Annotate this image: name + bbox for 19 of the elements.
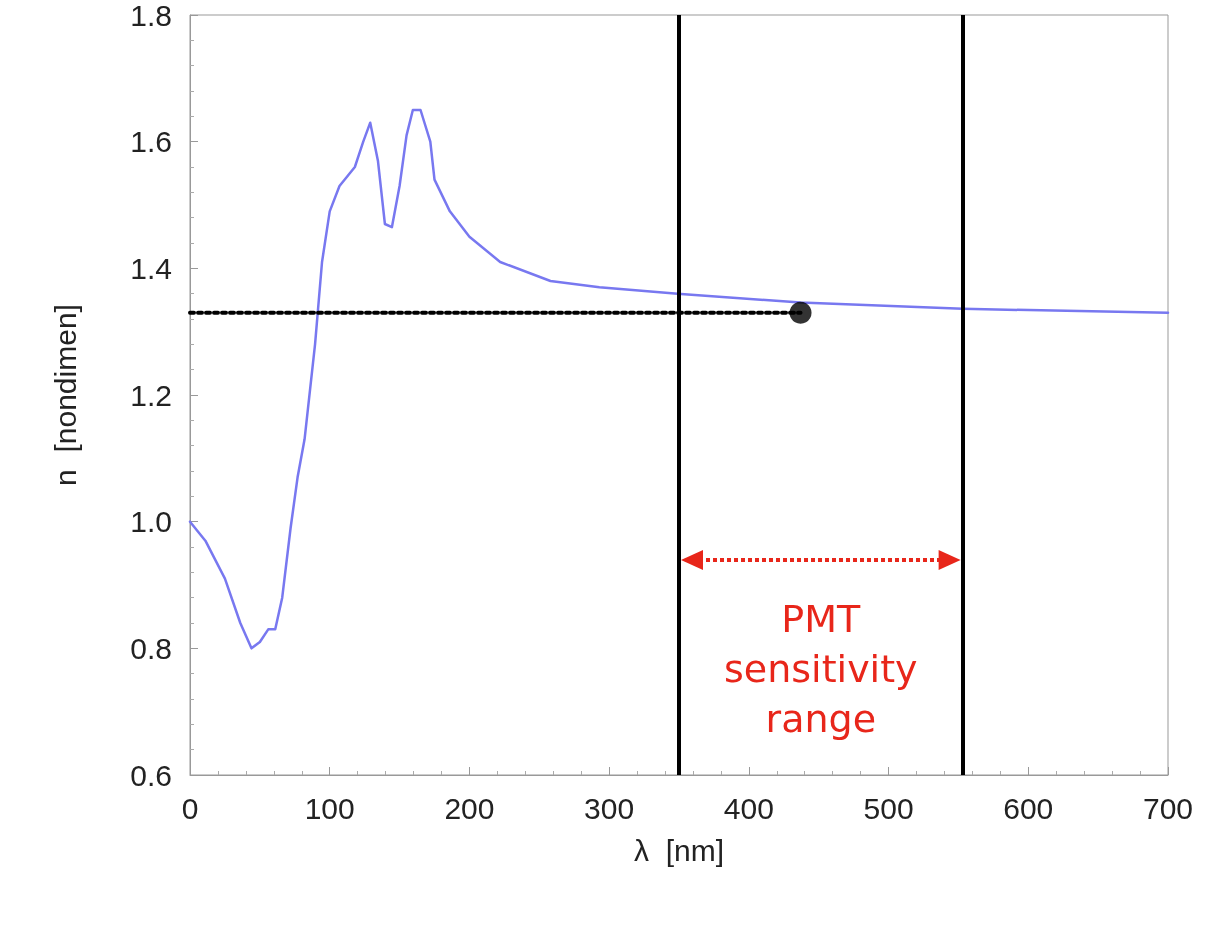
x-tick-label: 100 <box>304 791 355 825</box>
annotation: PMT sensitivity range <box>724 596 918 741</box>
y-tick-label: 1.4 <box>130 251 172 285</box>
x-tick-label: 600 <box>1003 791 1054 825</box>
y-tick-label: 0.8 <box>130 631 172 665</box>
y-tick-label: 1.0 <box>130 505 172 539</box>
line-series <box>188 108 1170 650</box>
x-axis-title: λ [nm] <box>633 833 725 867</box>
x-tick-label: 0 <box>181 791 199 825</box>
y-tick-label: 1.6 <box>130 125 172 159</box>
y-tick-label: 0.6 <box>130 758 172 792</box>
x-tick-label: 300 <box>584 791 635 825</box>
y-tick-label: 1.8 <box>130 0 172 32</box>
y-axis-title: n [nondimen] <box>48 304 82 486</box>
x-tick-label: 200 <box>444 791 495 825</box>
x-tick-label: 500 <box>863 791 914 825</box>
x-tick-label: 400 <box>723 791 774 825</box>
y-tick-label: 1.2 <box>130 378 172 412</box>
x-tick-label: 700 <box>1142 791 1194 825</box>
